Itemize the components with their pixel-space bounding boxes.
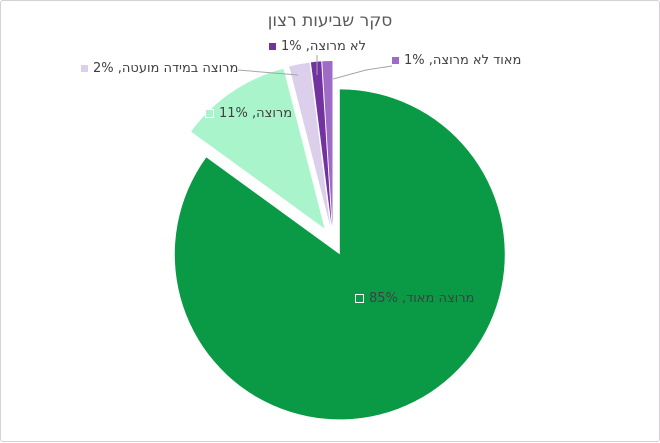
data-label-slightly-satisfied: מרוצה במידה מועטה, 2% (81, 62, 238, 75)
legend-key-icon (205, 109, 214, 118)
legend-key-icon (81, 65, 88, 72)
chart-title: סקר שביעות רצון (267, 11, 393, 31)
pie-slice-1 (191, 68, 325, 229)
data-label-text: מרוצה, 11% (219, 106, 293, 121)
data-label-satisfied: מרוצה, 11% (205, 107, 292, 120)
data-label-text: מרוצה מאוד, 85% (369, 291, 475, 306)
pie-slice-3 (310, 61, 332, 227)
data-label-not-satisfied: לא מרוצה, 1% (269, 40, 366, 53)
data-label-text: מרוצה במידה מועטה, 2% (93, 61, 239, 76)
leader-line-slightly-satisfied (237, 69, 299, 76)
pie-slice-2 (289, 62, 331, 227)
data-label-very-not-satisfied: מאוד לא מרוצה, 1% (392, 54, 521, 67)
pie-slices (174, 60, 505, 420)
pie-slice-4 (322, 60, 333, 226)
data-label-text: לא מרוצה, 1% (281, 39, 367, 54)
pie-slice-0 (174, 89, 505, 420)
data-label-very-satisfied: מרוצה מאוד, 85% (355, 292, 474, 305)
legend-key-icon (355, 294, 364, 303)
leader-line-very-not-satisfied (332, 65, 393, 80)
legend-key-icon (269, 43, 276, 50)
legend-key-icon (392, 57, 399, 64)
data-label-text: מאוד לא מרוצה, 1% (404, 53, 522, 68)
